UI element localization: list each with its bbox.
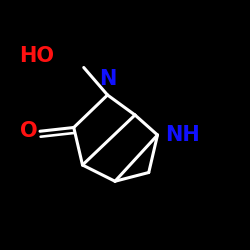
Text: N: N (99, 69, 116, 89)
Text: HO: HO (19, 46, 54, 66)
Text: O: O (20, 121, 38, 141)
Text: NH: NH (165, 125, 200, 145)
